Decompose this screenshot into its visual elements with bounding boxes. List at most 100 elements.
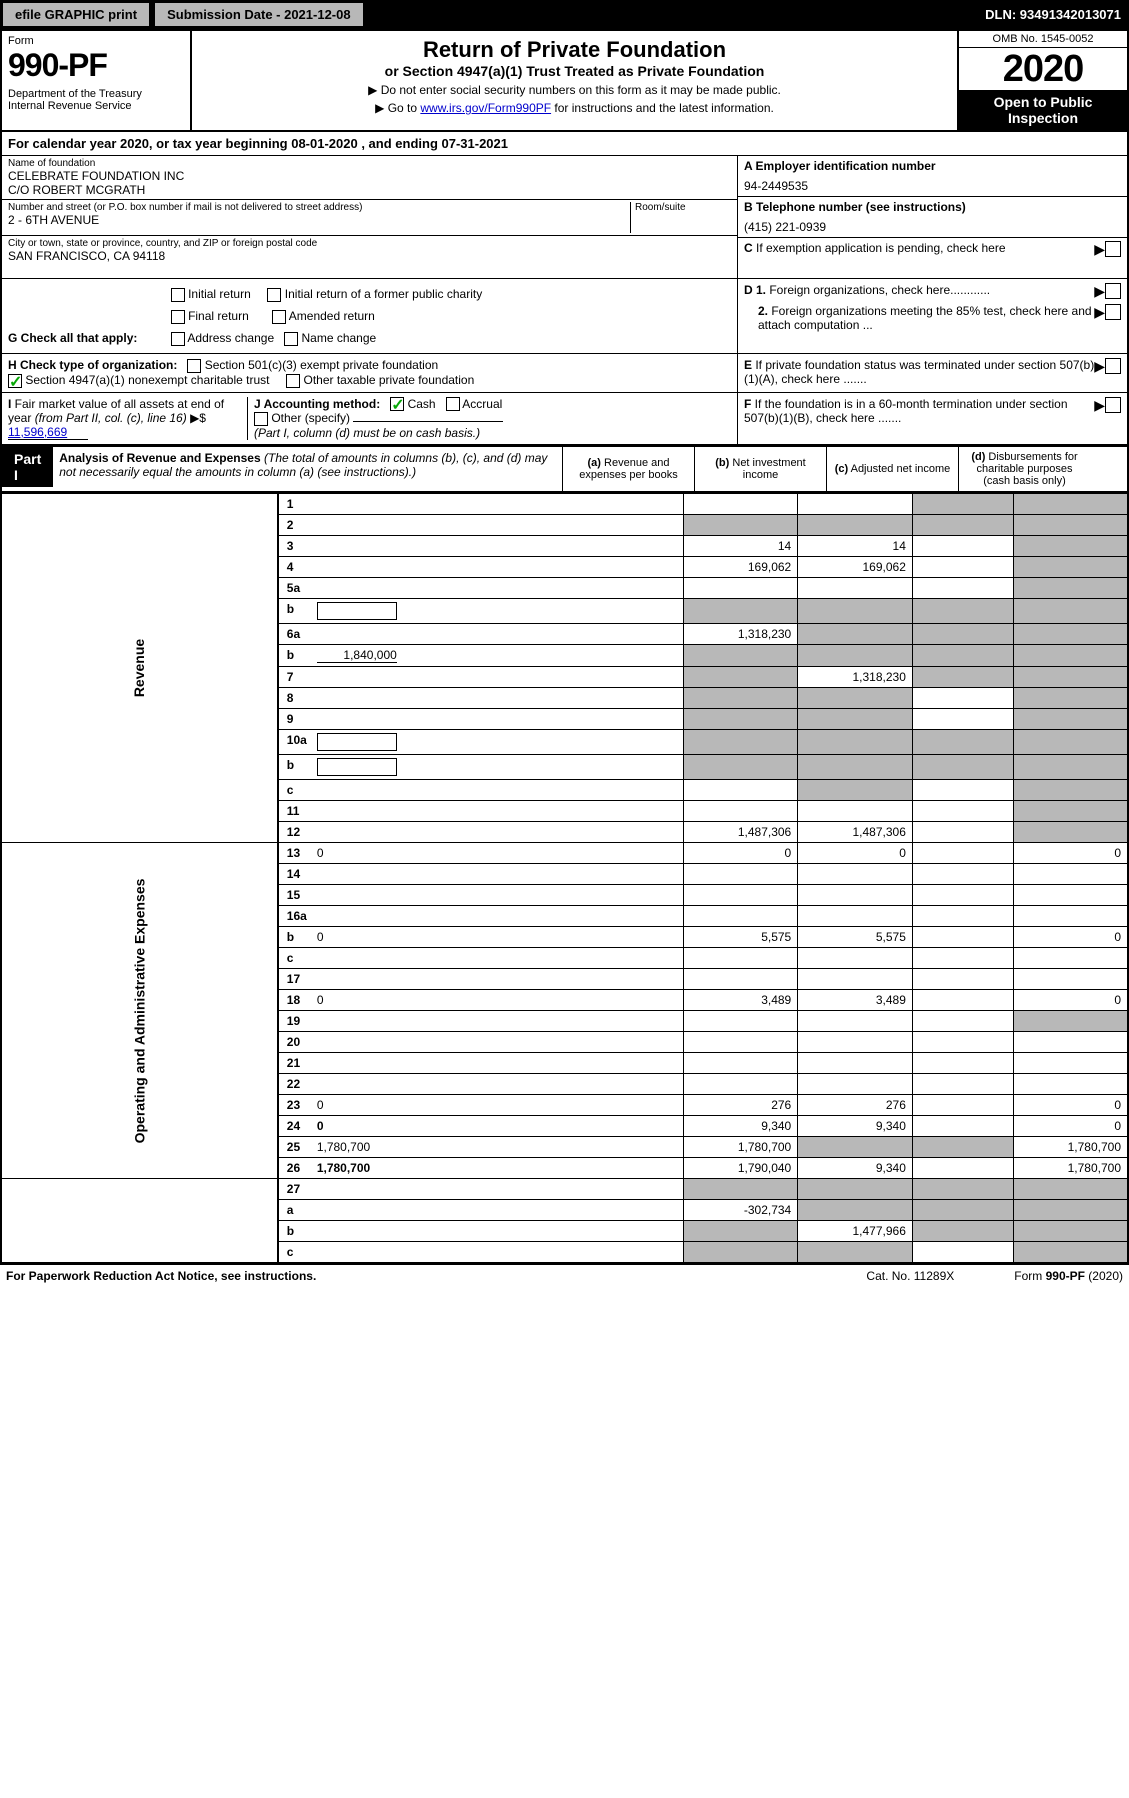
amount-cell — [683, 578, 798, 599]
line-description: 0 — [312, 843, 683, 864]
amount-cell — [798, 599, 913, 624]
checkbox-name-change[interactable] — [284, 332, 298, 346]
submission-date: Submission Date - 2021-12-08 — [154, 2, 364, 27]
part1-label: Part I — [2, 447, 53, 487]
line-number: a — [278, 1200, 312, 1221]
amount-cell — [798, 755, 913, 780]
amount-cell — [683, 755, 798, 780]
amount-cell — [683, 801, 798, 822]
checkbox-cash[interactable] — [390, 397, 404, 411]
line-number: 11 — [278, 801, 312, 822]
checkbox-501c3[interactable] — [187, 359, 201, 373]
line-number: 17 — [278, 969, 312, 990]
amount-cell — [912, 969, 1013, 990]
line-number: 15 — [278, 885, 312, 906]
amount-cell — [1013, 1179, 1128, 1200]
checkbox-d1[interactable] — [1105, 283, 1121, 299]
efile-print-button[interactable]: efile GRAPHIC print — [2, 2, 150, 27]
amount-cell — [1013, 1053, 1128, 1074]
line-description — [312, 578, 683, 599]
amount-cell — [912, 927, 1013, 948]
amount-cell — [1013, 599, 1128, 624]
checkbox-d2[interactable] — [1105, 304, 1121, 320]
checkbox-accrual[interactable] — [446, 397, 460, 411]
amount-cell — [1013, 780, 1128, 801]
line-number: 20 — [278, 1032, 312, 1053]
line-description: 0 — [312, 1095, 683, 1116]
checkbox-f[interactable] — [1105, 397, 1121, 413]
amount-cell — [798, 730, 913, 755]
amount-cell: 1,780,700 — [1013, 1158, 1128, 1179]
amount-cell: 1,477,966 — [798, 1221, 913, 1242]
amount-cell — [912, 1095, 1013, 1116]
checkbox-final-return[interactable] — [171, 310, 185, 324]
side-label: Operating and Administrative Expenses — [1, 843, 278, 1179]
amount-cell — [798, 801, 913, 822]
amount-cell — [683, 667, 798, 688]
amount-cell — [798, 1137, 913, 1158]
amount-cell — [798, 1179, 913, 1200]
checkbox-address-change[interactable] — [171, 332, 185, 346]
line-description — [312, 709, 683, 730]
amount-cell: 169,062 — [798, 557, 913, 578]
line-description — [312, 624, 683, 645]
amount-cell — [683, 1053, 798, 1074]
amount-cell — [912, 557, 1013, 578]
amount-cell: 0 — [1013, 1095, 1128, 1116]
line-number: 2 — [278, 515, 312, 536]
amount-cell — [912, 578, 1013, 599]
amount-cell — [1013, 1200, 1128, 1221]
checkbox-other-taxable[interactable] — [286, 374, 300, 388]
line-description — [312, 864, 683, 885]
line-number: 9 — [278, 709, 312, 730]
fmv-link[interactable]: 11,596,669 — [8, 425, 88, 440]
form-footer-label: Form 990-PF (2020) — [1014, 1269, 1123, 1283]
exemption-pending-row: C If exemption application is pending, c… — [738, 238, 1127, 278]
amount-cell — [1013, 624, 1128, 645]
amount-cell — [683, 1179, 798, 1200]
amount-cell — [912, 1137, 1013, 1158]
amount-cell — [912, 780, 1013, 801]
amount-cell — [1013, 1221, 1128, 1242]
calendar-year-line: For calendar year 2020, or tax year begi… — [0, 132, 1129, 156]
pra-notice: For Paperwork Reduction Act Notice, see … — [6, 1269, 316, 1283]
amount-cell — [912, 688, 1013, 709]
amount-cell — [798, 906, 913, 927]
amount-cell — [798, 780, 913, 801]
amount-cell — [1013, 709, 1128, 730]
address-row: Number and street (or P.O. box number if… — [2, 200, 737, 236]
section-ij: I Fair market value of all assets at end… — [2, 393, 737, 445]
amount-cell — [912, 1221, 1013, 1242]
amount-cell — [912, 515, 1013, 536]
line-description — [312, 536, 683, 557]
line-description — [312, 599, 683, 624]
amount-cell — [798, 494, 913, 515]
section-f: F If the foundation is in a 60-month ter… — [737, 393, 1127, 445]
checkbox-e[interactable] — [1105, 358, 1121, 374]
form-note2: ▶ Go to www.irs.gov/Form990PF for instru… — [198, 101, 951, 115]
checkbox-4947[interactable] — [8, 374, 22, 388]
amount-cell — [1013, 578, 1128, 599]
amount-cell — [1013, 1242, 1128, 1264]
amount-cell: 1,487,306 — [798, 822, 913, 843]
line-description — [312, 969, 683, 990]
checkbox-amended-return[interactable] — [272, 310, 286, 324]
amount-cell — [798, 688, 913, 709]
line-number: 19 — [278, 1011, 312, 1032]
checkbox-initial-return[interactable] — [171, 288, 185, 302]
irs-link[interactable]: www.irs.gov/Form990PF — [420, 101, 551, 115]
omb-number: OMB No. 1545-0052 — [959, 31, 1127, 48]
checkbox-c[interactable] — [1105, 241, 1121, 257]
line-number: 25 — [278, 1137, 312, 1158]
amount-cell — [683, 1221, 798, 1242]
amount-cell — [912, 1116, 1013, 1137]
line-description: 0 — [312, 1116, 683, 1137]
amount-cell — [912, 990, 1013, 1011]
amount-cell — [683, 599, 798, 624]
line-description — [312, 1011, 683, 1032]
amount-cell — [1013, 667, 1128, 688]
checkbox-initial-former[interactable] — [267, 288, 281, 302]
line-description — [312, 557, 683, 578]
checkbox-other-method[interactable] — [254, 412, 268, 426]
line-description — [312, 1200, 683, 1221]
